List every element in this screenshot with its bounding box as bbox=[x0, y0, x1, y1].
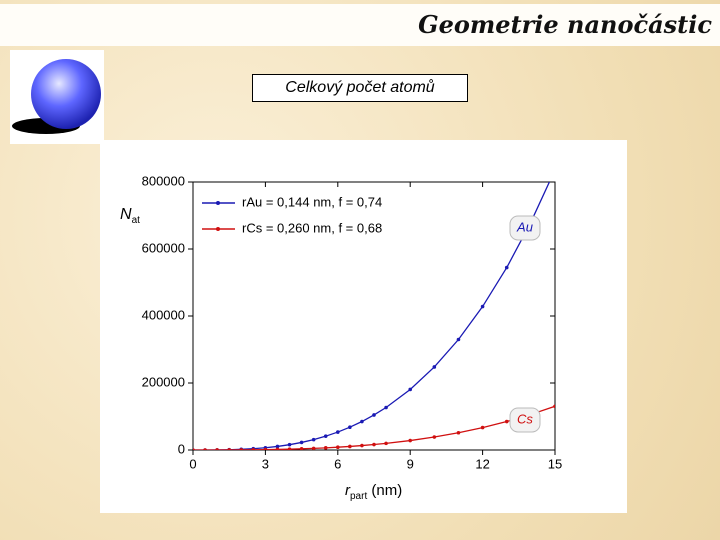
legend-label: rAu = 0,144 nm, f = 0,74 bbox=[242, 194, 382, 209]
data-point bbox=[215, 448, 219, 450]
data-point bbox=[275, 447, 280, 450]
x-axis-label: rpart (nm) bbox=[345, 482, 402, 502]
y-tick-label: 200000 bbox=[142, 374, 185, 389]
legend-marker bbox=[216, 201, 220, 205]
data-point bbox=[251, 447, 256, 450]
data-point bbox=[323, 434, 328, 438]
data-point bbox=[504, 419, 509, 424]
data-point bbox=[299, 447, 304, 450]
data-point bbox=[360, 443, 364, 448]
data-point bbox=[372, 442, 376, 447]
data-point bbox=[384, 441, 388, 446]
data-point bbox=[311, 446, 316, 450]
data-point bbox=[553, 404, 555, 409]
data-point bbox=[336, 445, 340, 450]
data-point bbox=[504, 265, 509, 270]
series-line bbox=[193, 405, 555, 450]
data-point bbox=[432, 365, 437, 369]
y-tick-label: 0 bbox=[178, 441, 185, 456]
series bbox=[193, 404, 555, 450]
x-tick-label: 9 bbox=[407, 456, 414, 471]
data-point bbox=[384, 405, 388, 410]
data-point bbox=[311, 437, 316, 442]
data-point bbox=[348, 425, 352, 430]
data-point bbox=[480, 304, 485, 309]
slide-title: Geometrie nanočástic bbox=[418, 10, 712, 39]
data-point bbox=[432, 435, 437, 439]
y-label-symbol: N bbox=[120, 206, 132, 223]
data-point bbox=[456, 337, 461, 342]
annotation: Cs bbox=[517, 411, 533, 426]
data-point bbox=[227, 448, 231, 450]
y-label-subscript: at bbox=[132, 215, 141, 226]
y-tick-label: 400000 bbox=[142, 307, 185, 322]
annotation-box bbox=[509, 407, 541, 433]
data-point bbox=[372, 413, 376, 417]
chart-background bbox=[100, 140, 627, 513]
data-point bbox=[263, 447, 268, 450]
data-point bbox=[336, 430, 340, 434]
x-tick-label: 15 bbox=[548, 456, 562, 471]
x-tick-label: 12 bbox=[475, 456, 489, 471]
data-point bbox=[193, 448, 195, 450]
annotation: Au bbox=[516, 219, 533, 234]
data-point bbox=[348, 444, 352, 449]
y-tick-label: 600000 bbox=[142, 240, 185, 255]
x-tick-label: 0 bbox=[189, 456, 196, 471]
data-point bbox=[480, 425, 485, 430]
x-label-subscript: part bbox=[350, 491, 367, 502]
data-point bbox=[456, 430, 461, 435]
data-point bbox=[287, 442, 292, 447]
legend-label: rCs = 0,260 nm, f = 0,68 bbox=[242, 220, 382, 235]
annotation-box bbox=[509, 215, 541, 241]
y-axis-label: Nat bbox=[120, 206, 140, 225]
x-tick-label: 3 bbox=[262, 456, 269, 471]
legend-marker bbox=[216, 227, 220, 231]
data-point bbox=[203, 448, 207, 450]
data-point bbox=[360, 419, 364, 424]
x-tick-label: 6 bbox=[334, 456, 341, 471]
sphere-image bbox=[10, 50, 104, 144]
title-band bbox=[0, 4, 720, 46]
chart: 0 200000 400000 600000 800000 0 3 6 9 12 15 Nat rpar… bbox=[100, 140, 627, 513]
data-point bbox=[239, 448, 244, 450]
data-point bbox=[408, 387, 413, 392]
data-point bbox=[287, 447, 292, 450]
data-point bbox=[408, 438, 413, 443]
x-label-symbol: r bbox=[345, 482, 351, 499]
data-point bbox=[275, 444, 280, 449]
x-label-unit: (nm) bbox=[367, 482, 402, 499]
data-point bbox=[299, 440, 304, 445]
y-tick-label: 800000 bbox=[142, 173, 185, 188]
data-point bbox=[323, 446, 328, 450]
slide-subtitle: Celkový počet atomů bbox=[252, 74, 468, 102]
